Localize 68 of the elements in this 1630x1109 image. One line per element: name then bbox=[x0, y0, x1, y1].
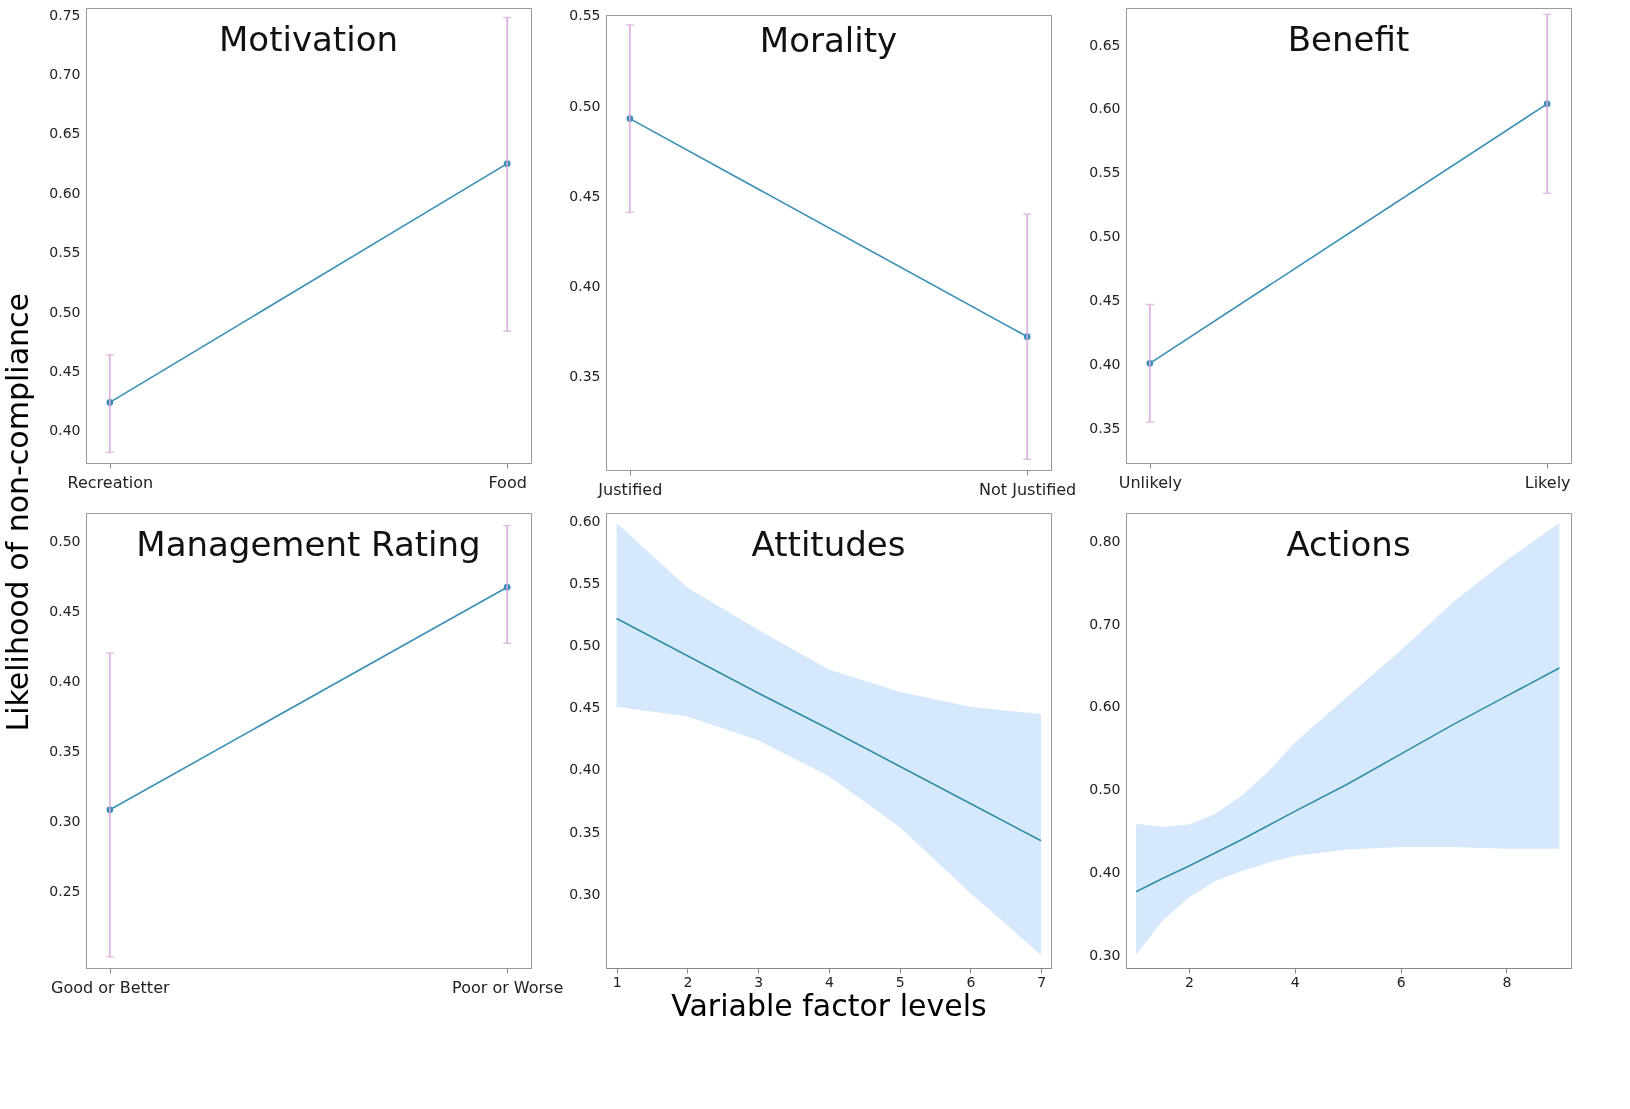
y-tick-label: 0.60 bbox=[49, 184, 81, 201]
x-tick-label: 7 bbox=[1037, 973, 1047, 990]
x-tick-label: 1 bbox=[612, 973, 622, 990]
y-tick-label: 0.30 bbox=[49, 812, 81, 829]
y-tick-label: 0.40 bbox=[49, 422, 81, 439]
y-tick-label: 0.50 bbox=[569, 637, 601, 654]
y-tick-label: 0.35 bbox=[569, 367, 601, 384]
chart-title: Motivation bbox=[219, 19, 398, 59]
x-tick-label: Good or Better bbox=[51, 977, 170, 997]
x-tick-label: Recreation bbox=[67, 472, 154, 492]
x-tick-label: 6 bbox=[966, 973, 976, 990]
y-tick-label: 0.45 bbox=[49, 602, 81, 619]
x-tick-label: 8 bbox=[1502, 973, 1512, 990]
y-tick-label: 0.25 bbox=[49, 882, 81, 899]
y-tick-label: 0.45 bbox=[569, 187, 601, 204]
x-tick-label: 3 bbox=[754, 973, 764, 990]
y-tick-label: 0.55 bbox=[569, 7, 601, 24]
y-tick-label: 0.50 bbox=[49, 303, 81, 320]
y-tick-label: 0.40 bbox=[49, 672, 81, 689]
y-tick-label: 0.30 bbox=[569, 885, 601, 902]
x-axis-title: Variable factor levels bbox=[671, 987, 987, 1023]
y-tick-label: 0.35 bbox=[49, 742, 81, 759]
chart-title: Morality bbox=[759, 19, 898, 60]
y-tick-label: 0.55 bbox=[1089, 164, 1121, 181]
y-tick-label: 0.50 bbox=[49, 532, 81, 549]
x-tick-label: 2 bbox=[1185, 973, 1194, 990]
y-tick-label: 0.40 bbox=[569, 761, 601, 778]
y-tick-label: 0.55 bbox=[569, 575, 601, 592]
chart-title: Benefit bbox=[1287, 19, 1410, 59]
y-tick-label: 0.60 bbox=[1089, 100, 1121, 117]
y-tick-label: 0.45 bbox=[49, 363, 81, 380]
y-axis-title: Likelihood of non-compliance bbox=[0, 293, 36, 732]
y-tick-label: 0.80 bbox=[1089, 532, 1121, 549]
line-series bbox=[615, 617, 1042, 842]
x-tick-label: Likely bbox=[1524, 472, 1571, 492]
y-tick-label: 0.40 bbox=[1089, 356, 1121, 373]
x-tick-label: 5 bbox=[895, 973, 905, 990]
y-tick-label: 0.50 bbox=[569, 97, 601, 114]
x-tick-label: Poor or Worse bbox=[452, 977, 564, 997]
y-tick-label: 0.40 bbox=[569, 277, 601, 294]
y-tick-label: 0.50 bbox=[1089, 781, 1121, 798]
y-tick-label: 0.40 bbox=[1089, 864, 1121, 881]
y-tick-label: 0.35 bbox=[569, 823, 601, 840]
line-series bbox=[1135, 667, 1561, 893]
x-tick-label: 6 bbox=[1396, 973, 1406, 990]
x-tick-label: 2 bbox=[683, 973, 693, 990]
x-tick-label: Not Justified bbox=[979, 479, 1077, 499]
y-tick-label: 0.70 bbox=[49, 66, 81, 83]
x-tick-label: Unlikely bbox=[1118, 472, 1182, 492]
x-tick-label: Food bbox=[488, 472, 527, 492]
y-tick-label: 0.70 bbox=[1089, 615, 1121, 632]
x-tick-label: 4 bbox=[824, 973, 834, 990]
y-tick-label: 0.45 bbox=[1089, 292, 1121, 309]
y-tick-label: 0.55 bbox=[49, 244, 81, 261]
chart-title: Actions bbox=[1286, 524, 1411, 564]
y-tick-label: 0.60 bbox=[569, 513, 601, 530]
y-tick-label: 0.50 bbox=[1089, 228, 1121, 245]
y-tick-label: 0.45 bbox=[569, 699, 601, 716]
y-tick-label: 0.65 bbox=[1089, 36, 1121, 53]
y-tick-label: 0.65 bbox=[49, 125, 81, 142]
chart-title: Attitudes bbox=[751, 524, 906, 564]
y-tick-label: 0.75 bbox=[49, 6, 81, 23]
x-tick-label: 4 bbox=[1290, 973, 1300, 990]
x-tick-label: Justified bbox=[597, 479, 663, 499]
y-tick-label: 0.60 bbox=[1089, 698, 1121, 715]
chart-title: Management Rating bbox=[136, 524, 481, 564]
y-tick-label: 0.30 bbox=[1089, 947, 1121, 964]
y-tick-label: 0.35 bbox=[1089, 419, 1121, 436]
